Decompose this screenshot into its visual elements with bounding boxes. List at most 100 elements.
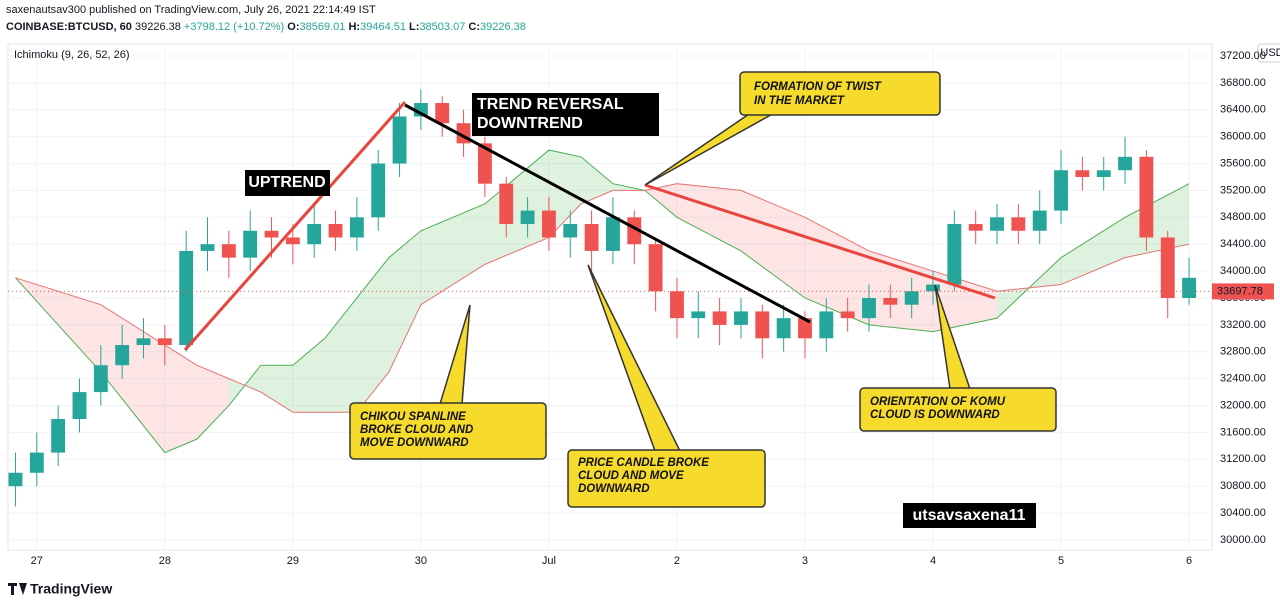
currency-box <box>1257 43 1280 63</box>
h-value: 39464.51 <box>360 21 406 33</box>
cloud-segment <box>292 338 325 413</box>
price: 39226.38 <box>135 21 181 33</box>
symbol-line: COINBASE:BTCUSD, 60 39226.38 +3798.12 (+… <box>6 21 526 33</box>
callout-box <box>739 71 941 116</box>
y-tick-label: 34400.00 <box>1220 238 1266 250</box>
candle-body <box>840 311 855 319</box>
x-tick-label: 28 <box>159 555 171 567</box>
y-tick-label: 32800.00 <box>1220 346 1266 358</box>
candle-body <box>477 143 492 184</box>
candle-body <box>883 297 898 305</box>
candle-body <box>29 452 44 473</box>
candle-body <box>691 311 706 319</box>
y-tick-label: 37200.00 <box>1220 50 1266 62</box>
callout-text: FORMATION OF TWIST <box>754 81 882 93</box>
candle-body <box>243 230 258 258</box>
candle-body <box>648 244 663 292</box>
callout-text: CLOUD AND MOVE <box>578 470 684 482</box>
candle-body <box>520 210 535 225</box>
candle-body <box>1054 170 1068 211</box>
indicator-label: Ichimoku (9, 26, 52, 26) <box>14 49 130 61</box>
candle-body <box>157 338 172 346</box>
cloud-segment <box>1061 217 1126 285</box>
candle-body <box>1096 170 1111 177</box>
candle-body <box>51 418 66 453</box>
candle-body <box>115 345 130 366</box>
y-tick-label: 36800.00 <box>1220 77 1266 89</box>
callout-text: DOWNWARD <box>578 483 650 495</box>
candle-body <box>1118 156 1132 171</box>
cloud-segment <box>548 150 581 238</box>
candle-body <box>926 284 940 292</box>
candle-body <box>349 217 364 238</box>
y-tick-label: 32400.00 <box>1220 373 1266 385</box>
y-tick-label: 32000.00 <box>1220 399 1266 411</box>
candle-body <box>179 250 194 346</box>
candle-body <box>328 224 343 238</box>
cloud-segment <box>804 217 869 325</box>
callout-text: PRICE CANDLE BROKE <box>578 457 709 469</box>
o-label: O: <box>287 21 299 33</box>
candle-body <box>776 318 791 339</box>
cloud-segment <box>260 365 293 413</box>
y-tick-label: 31200.00 <box>1220 453 1266 465</box>
currency: USD <box>1260 47 1280 59</box>
candle-body <box>605 217 620 251</box>
y-tick-label: 35600.00 <box>1220 157 1266 169</box>
x-tick-label: 29 <box>287 555 299 567</box>
y-tick-label: 34000.00 <box>1220 265 1266 277</box>
candle-body <box>734 311 748 325</box>
cloud-segment <box>324 297 357 413</box>
candle-body <box>1032 210 1047 231</box>
footer: TradingView <box>30 581 112 597</box>
candle-body <box>670 291 684 319</box>
downtrend-line <box>404 103 811 324</box>
cloud-segment <box>420 203 485 305</box>
x-tick-label: 6 <box>1186 555 1192 567</box>
candle-body <box>947 224 962 285</box>
cloud-segment <box>356 257 389 413</box>
candle-body <box>712 311 727 325</box>
tv-logo <box>8 583 27 595</box>
x-tick-label: 4 <box>930 555 936 567</box>
uptrend-text: UPTREND <box>248 174 325 191</box>
last-price-tag <box>1212 283 1274 300</box>
reversal-box <box>472 93 659 136</box>
reversal-text: DOWNTREND <box>477 115 583 132</box>
candle-body <box>371 163 386 218</box>
candle-body <box>1182 277 1196 298</box>
candle-body <box>1011 217 1026 231</box>
y-tick-label: 30000.00 <box>1220 534 1266 546</box>
c-value: 39226.38 <box>480 21 526 33</box>
cloud-span-a <box>15 149 1190 454</box>
y-tick-label: 36400.00 <box>1220 104 1266 116</box>
x-tick-label: 27 <box>31 555 43 567</box>
candle-body <box>798 318 812 339</box>
cloud-segment <box>196 365 229 440</box>
twist-line <box>644 183 996 300</box>
y-tick-label: 35200.00 <box>1220 184 1266 196</box>
candle-body <box>72 392 87 419</box>
symbol: COINBASE:BTCUSD, 60 <box>6 21 132 33</box>
o-value: 38569.01 <box>300 21 346 33</box>
reversal-text: TREND REVERSAL <box>477 96 624 113</box>
y-tick-label: 30800.00 <box>1220 480 1266 492</box>
callout-text: CLOUD IS DOWNWARD <box>870 409 1000 421</box>
cloud-segment <box>164 345 197 453</box>
callout-text: CHIKOU SPANLINE <box>360 411 466 423</box>
candle-body <box>990 217 1004 231</box>
candle-body <box>435 103 450 124</box>
candle-body <box>541 210 556 238</box>
candle-body <box>499 183 514 225</box>
y-tick-label: 34800.00 <box>1220 211 1266 223</box>
uptrend-box <box>245 170 330 196</box>
callout-text: BROKE CLOUD AND <box>360 424 473 436</box>
candle-body <box>1160 237 1175 298</box>
callout-box <box>567 449 766 508</box>
publisher: saxenautsav300 published on TradingView.… <box>6 4 376 16</box>
candle-body <box>1075 170 1090 177</box>
y-tick-label: 36000.00 <box>1220 131 1266 143</box>
candle-body <box>563 224 578 238</box>
cloud-segment <box>580 156 613 204</box>
